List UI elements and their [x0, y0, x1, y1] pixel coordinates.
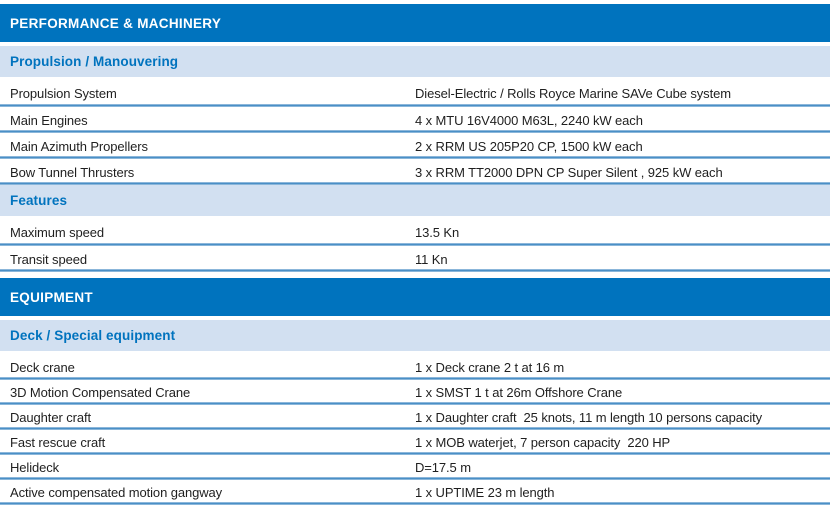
spec-table-propulsion: Propulsion System Diesel-Electric / Roll…: [0, 77, 830, 185]
spec-label: Transit speed: [10, 251, 87, 267]
divider: [0, 316, 830, 320]
section-title: EQUIPMENT: [10, 289, 93, 305]
spec-label: Bow Tunnel Thrusters: [10, 164, 135, 180]
spec-value: 3 x RRM TT2000 DPN CP Super Silent , 925…: [415, 164, 723, 180]
spec-value: 11 Kn: [415, 251, 448, 267]
table-row: Main Azimuth Propellers 2 x RRM US 205P2…: [0, 133, 830, 159]
spec-label: Main Azimuth Propellers: [10, 138, 148, 154]
section-title: PERFORMANCE & MACHINERY: [10, 15, 222, 31]
spec-table-features: Maximum speed 13.5 Kn Transit speed 11 K…: [0, 216, 830, 272]
table-row: Main Engines 4 x MTU 16V4000 M63L, 2240 …: [0, 107, 830, 133]
spec-label: Maximum speed: [10, 225, 105, 240]
spec-value: 1 x Deck crane 2 t at 16 m: [415, 359, 565, 375]
spec-value: D=17.5 m: [415, 460, 471, 475]
section-header-equipment: EQUIPMENT: [0, 278, 830, 316]
spec-table-deck-equipment: Deck crane 1 x Deck crane 2 t at 16 m 3D…: [0, 351, 830, 505]
subsection-header-features: Features: [0, 185, 830, 216]
table-row: Fast rescue craft 1 x MOB waterjet, 7 pe…: [0, 430, 830, 455]
spec-label: Main Engines: [10, 112, 88, 128]
spec-label: Active compensated motion gangway: [10, 485, 223, 500]
subsection-header-propulsion-manouvering: Propulsion / Manouvering: [0, 46, 830, 77]
spec-label: Deck crane: [10, 359, 75, 375]
table-row: Helideck D=17.5 m: [0, 455, 830, 480]
spec-label: Daughter craft: [10, 410, 91, 425]
table-row: Bow Tunnel Thrusters 3 x RRM TT2000 DPN …: [0, 159, 830, 185]
spec-value: 1 x UPTIME 23 m length: [415, 485, 555, 500]
spec-value: 1 x MOB waterjet, 7 person capacity 220 …: [415, 435, 671, 450]
spec-label: Propulsion System: [10, 86, 117, 101]
subsection-header-deck-special-equipment: Deck / Special equipment: [0, 320, 830, 351]
divider: [0, 42, 830, 46]
spec-label: Fast rescue craft: [10, 435, 106, 450]
spec-value: 2 x RRM US 205P20 CP, 1500 kW each: [415, 138, 643, 154]
spec-value: 1 x Daughter craft 25 knots, 11 m length…: [415, 410, 763, 425]
spec-label: 3D Motion Compensated Crane: [10, 385, 191, 400]
table-row: Daughter craft 1 x Daughter craft 25 kno…: [0, 405, 830, 430]
spec-value: Diesel-Electric / Rolls Royce Marine SAV…: [415, 86, 731, 101]
spec-value: 4 x MTU 16V4000 M63L, 2240 kW each: [415, 112, 643, 128]
spec-value: 1 x SMST 1 t at 26m Offshore Crane: [415, 385, 623, 400]
table-row: Propulsion System Diesel-Electric / Roll…: [0, 77, 830, 107]
table-row: 3D Motion Compensated Crane 1 x SMST 1 t…: [0, 380, 830, 405]
subsection-title: Features: [10, 193, 68, 208]
spec-value: 13.5 Kn: [415, 225, 460, 240]
table-row: Deck crane 1 x Deck crane 2 t at 16 m: [0, 351, 830, 380]
table-row: Maximum speed 13.5 Kn: [0, 216, 830, 246]
spec-label: Helideck: [10, 460, 60, 475]
subsection-title: Propulsion / Manouvering: [10, 54, 179, 69]
table-row: Transit speed 11 Kn: [0, 246, 830, 272]
subsection-title: Deck / Special equipment: [10, 328, 176, 343]
section-header-performance-machinery: PERFORMANCE & MACHINERY: [0, 4, 830, 42]
divider: [0, 272, 830, 278]
table-row: Active compensated motion gangway 1 x UP…: [0, 480, 830, 505]
